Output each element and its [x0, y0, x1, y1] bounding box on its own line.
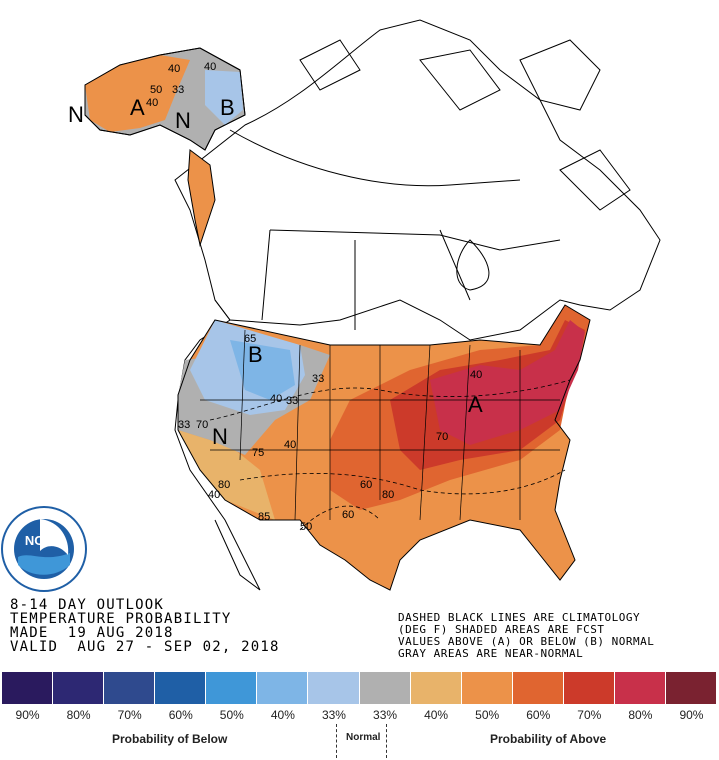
legend-percent: 70% [577, 708, 602, 722]
legend-swatch [2, 672, 54, 704]
legend-swatches [2, 672, 718, 704]
made-date: MADE 19 AUG 2018 [10, 625, 174, 641]
map-notes: DASHED BLACK LINES ARE CLIMATOLOGY (DEG F… [398, 612, 654, 660]
below-caption: Probability of Below [112, 732, 228, 746]
legend-swatch [53, 672, 105, 704]
legend-swatch [206, 672, 258, 704]
outlook-title: 8-14 DAY OUTLOOK [10, 597, 165, 613]
note-line: DASHED BLACK LINES ARE CLIMATOLOGY [398, 611, 641, 624]
normal-divider-left [336, 724, 337, 758]
legend-swatch [410, 672, 462, 704]
outlook-title-block: 8-14 DAY OUTLOOK TEMPERATURE PROBABILITY M… [10, 598, 280, 654]
legend-swatch [257, 672, 309, 704]
contour-value: 60 [342, 509, 354, 521]
contour-value: 33 [178, 419, 190, 431]
contour-value: 70 [196, 419, 208, 431]
normal-caption: Normal [346, 732, 381, 743]
outlook-subtitle: TEMPERATURE PROBABILITY [10, 611, 232, 627]
alaska-normal-label: N [175, 108, 191, 133]
east-above-label: A [468, 392, 483, 417]
legend-swatch [308, 672, 360, 704]
valid-range: VALID AUG 27 - SEP 02, 2018 [10, 639, 280, 655]
legend-percent: 90% [679, 708, 704, 722]
contour-value: 50 [300, 521, 312, 533]
legend-percent: 60% [526, 708, 551, 722]
contour-value: 65 [244, 333, 256, 345]
legend-percent: 40% [270, 708, 295, 722]
contour-value: 40 [470, 369, 482, 381]
note-line: (DEG F) SHADED AREAS ARE FCST [398, 623, 605, 636]
contour-values: 40 40 50 40 33 65 33 40 33 40 33 40 70 8… [146, 61, 482, 533]
alaska-normal-west-label: N [68, 102, 84, 127]
legend-swatch [666, 672, 718, 704]
probability-legend: 90% 80% 70% 60% 50% 40% 33% 33% 40% 50% 60% 70% 80% 9… [0, 670, 719, 760]
contour-value: 75 [252, 447, 264, 459]
legend-swatch [461, 672, 513, 704]
contour-value: 80 [218, 479, 230, 491]
conus-region: B N A 40 40 50 40 33 65 33 40 33 40 33 4… [146, 61, 591, 591]
legend-swatch [359, 672, 411, 704]
legend-percent: 80% [628, 708, 653, 722]
legend-swatch [512, 672, 564, 704]
legend-swatch [155, 672, 207, 704]
contour-value: 40 [146, 97, 158, 109]
legend-percent: 50% [475, 708, 500, 722]
temperature-outlook-map: A N N B B N A [68, 19, 661, 591]
noaa-logo: NOAA [1, 506, 87, 592]
contour-value: 60 [360, 479, 372, 491]
alaska-region: A N N B [68, 47, 246, 247]
contour-value: 40 [168, 63, 180, 75]
contour-value: 33 [312, 373, 324, 385]
contour-value: 40 [204, 61, 216, 73]
legend-swatch [563, 672, 615, 704]
west-normal-label: N [212, 424, 228, 449]
normal-divider-right [386, 724, 387, 758]
legend-percent: 60% [168, 708, 193, 722]
legend-percent: 80% [66, 708, 91, 722]
contour-value: 40 [270, 393, 282, 405]
contour-value: 40 [284, 439, 296, 451]
alaska-below-label: B [220, 95, 235, 120]
legend-percent: 70% [117, 708, 142, 722]
contour-value: 80 [382, 489, 394, 501]
legend-swatch [614, 672, 667, 704]
above-caption: Probability of Above [490, 732, 607, 746]
west-below-label: B [248, 342, 263, 367]
legend-percent: 33% [373, 708, 398, 722]
contour-value: 40 [208, 489, 220, 501]
note-line: GRAY AREAS ARE NEAR-NORMAL [398, 647, 584, 660]
contour-value: 85 [258, 511, 270, 523]
legend-percent: 50% [219, 708, 244, 722]
legend-percent: 90% [15, 708, 40, 722]
alaska-above-label: A [130, 95, 145, 120]
legend-percent: 40% [424, 708, 449, 722]
legend-swatch [104, 672, 156, 704]
noaa-logo-text: NOAA [25, 533, 64, 548]
note-line: VALUES ABOVE (A) OR BELOW (B) NORMAL [398, 635, 655, 648]
contour-value: 50 [150, 84, 162, 96]
contour-value: 70 [436, 431, 448, 443]
contour-value: 33 [172, 84, 184, 96]
contour-value: 33 [286, 395, 298, 407]
legend-percent: 33% [321, 708, 346, 722]
